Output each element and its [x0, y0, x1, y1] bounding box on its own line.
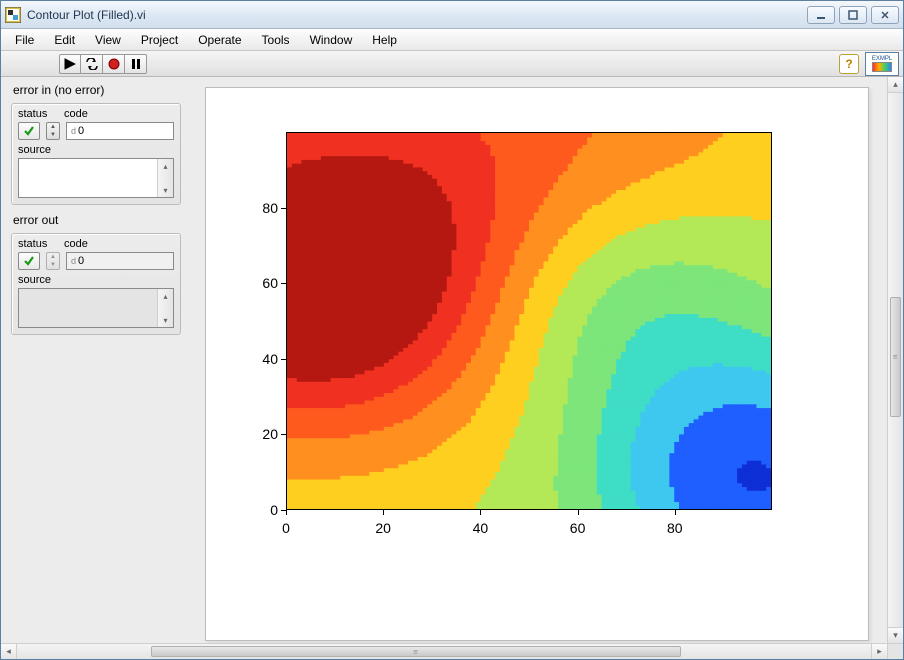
error-in-code-label: code	[64, 108, 88, 120]
titlebar: Contour Plot (Filled).vi	[1, 1, 903, 29]
menu-help[interactable]: Help	[364, 31, 405, 49]
window-controls	[807, 6, 899, 24]
scroll-up-icon: ▴	[158, 289, 173, 303]
front-panel: error in (no error) status code ▲▼ d 0	[1, 77, 903, 659]
y-tick-label: 40	[238, 351, 278, 367]
scroll-left-icon: ◂	[1, 644, 17, 659]
abort-button[interactable]	[103, 54, 125, 74]
error-out-status-led	[18, 252, 40, 270]
menu-view[interactable]: View	[87, 31, 129, 49]
x-tick-label: 0	[282, 520, 290, 536]
close-button[interactable]	[871, 6, 899, 24]
numeric-prefix-icon: d	[71, 256, 76, 266]
y-tick-label: 80	[238, 200, 278, 216]
scrollbar-thumb[interactable]: ≡	[890, 297, 901, 417]
x-tick-mark	[383, 510, 384, 515]
error-out-code-value: 0	[78, 255, 84, 267]
scrollbar[interactable]: ▴ ▾	[157, 159, 173, 197]
y-tick-mark	[281, 283, 286, 284]
x-tick-mark	[286, 510, 287, 515]
numeric-prefix-icon: d	[71, 126, 76, 136]
example-finder-button[interactable]: EXMPL	[865, 52, 899, 76]
x-tick-label: 80	[667, 520, 683, 536]
menu-file[interactable]: File	[7, 31, 42, 49]
pause-button[interactable]	[125, 54, 147, 74]
error-in-status-led[interactable]	[18, 122, 40, 140]
scroll-up-icon: ▴	[158, 159, 173, 173]
y-tick-label: 0	[238, 502, 278, 518]
x-tick-mark	[480, 510, 481, 515]
run-button[interactable]	[59, 54, 81, 74]
x-tick-mark	[578, 510, 579, 515]
vi-icon	[5, 7, 21, 23]
error-out-source-field: ▴ ▾	[18, 288, 174, 328]
check-icon	[23, 255, 35, 267]
error-in-code-field[interactable]: d 0	[66, 122, 174, 140]
error-in-source-field[interactable]: ▴ ▾	[18, 158, 174, 198]
scroll-right-icon: ▸	[871, 644, 887, 659]
example-swatch-icon	[872, 62, 892, 72]
error-in-code-spinner[interactable]: ▲▼	[46, 122, 60, 140]
scrollbar-thumb[interactable]: ≡	[151, 646, 681, 657]
menu-tools[interactable]: Tools	[254, 31, 298, 49]
toolbar: ? EXMPL	[1, 51, 903, 77]
scrollbar: ▴ ▾	[157, 289, 173, 327]
vertical-scrollbar[interactable]: ▴ ≡ ▾	[887, 77, 903, 643]
menu-window[interactable]: Window	[302, 31, 361, 49]
context-help-button[interactable]: ?	[839, 54, 859, 74]
error-out-status-label: status	[18, 238, 58, 250]
horizontal-scrollbar[interactable]: ◂ ≡ ▸	[1, 643, 887, 659]
y-tick-mark	[281, 359, 286, 360]
y-tick-mark	[281, 434, 286, 435]
scroll-down-icon: ▾	[158, 183, 173, 197]
menubar: FileEditViewProjectOperate ToolsWindowHel…	[1, 29, 903, 51]
y-tick-label: 20	[238, 426, 278, 442]
resize-grip[interactable]	[887, 643, 903, 659]
error-out-code-field: d 0	[66, 252, 174, 270]
scroll-down-icon: ▾	[158, 313, 173, 327]
error-in-status-label: status	[18, 108, 58, 120]
error-out-cluster: status code ▲▼ d 0 source ▴	[11, 233, 181, 335]
error-out-code-spinner: ▲▼	[46, 252, 60, 270]
run-continuously-button[interactable]	[81, 54, 103, 74]
error-in-source-label: source	[18, 144, 174, 156]
minimize-button[interactable]	[807, 6, 835, 24]
x-tick-label: 20	[375, 520, 391, 536]
app-window: Contour Plot (Filled).vi FileEditViewPro…	[0, 0, 904, 660]
y-tick-mark	[281, 510, 286, 511]
menu-operate[interactable]: Operate	[190, 31, 249, 49]
error-out-source-label: source	[18, 274, 174, 286]
error-out-code-label: code	[64, 238, 88, 250]
x-tick-label: 60	[570, 520, 586, 536]
scroll-up-icon: ▴	[888, 77, 903, 93]
contour-plot-area	[286, 132, 772, 510]
maximize-button[interactable]	[839, 6, 867, 24]
contour-plot-indicator[interactable]: 0 20 40 60 80 0 20 40 60 80	[205, 87, 869, 641]
check-icon	[23, 125, 35, 137]
scroll-down-icon: ▾	[888, 627, 903, 643]
window-title: Contour Plot (Filled).vi	[27, 8, 807, 22]
menu-edit[interactable]: Edit	[46, 31, 83, 49]
x-tick-mark	[675, 510, 676, 515]
x-tick-label: 40	[473, 520, 489, 536]
menu-project[interactable]: Project	[133, 31, 186, 49]
y-tick-mark	[281, 208, 286, 209]
error-in-code-value: 0	[78, 125, 84, 137]
error-in-cluster: status code ▲▼ d 0 source ▴	[11, 103, 181, 205]
y-tick-label: 60	[238, 275, 278, 291]
